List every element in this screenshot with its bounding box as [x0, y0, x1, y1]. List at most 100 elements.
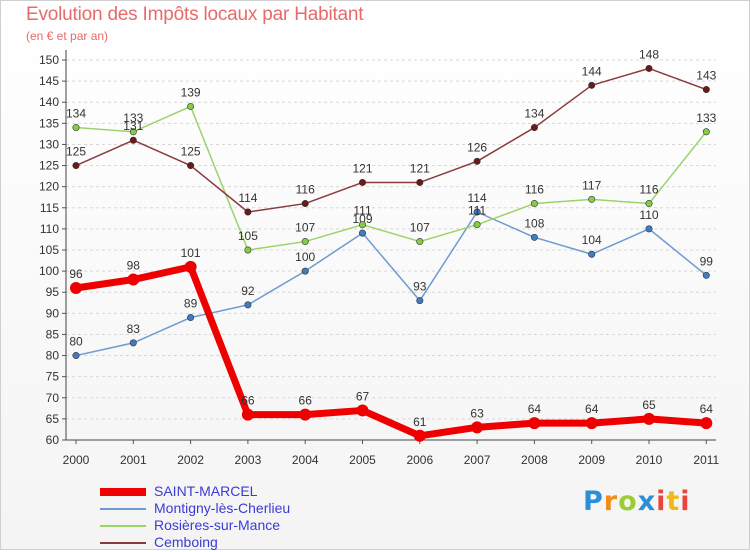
data-point — [702, 128, 710, 136]
y-tick-label: 100 — [39, 264, 59, 278]
x-tick-label: 2008 — [521, 453, 548, 467]
data-label: 111 — [353, 204, 372, 218]
data-label: 134 — [66, 107, 86, 121]
data-point — [528, 417, 541, 430]
chart-title: Evolution des Impôts locaux par Habitant — [26, 4, 364, 25]
y-tick-label: 105 — [39, 243, 59, 257]
data-point — [358, 178, 366, 186]
data-label: 133 — [696, 111, 716, 125]
x-tick-label: 2009 — [578, 453, 605, 467]
data-point — [643, 412, 655, 425]
data-point — [473, 157, 481, 165]
data-point — [530, 200, 538, 208]
data-point — [645, 200, 653, 208]
data-label: 80 — [69, 335, 83, 349]
data-label: 125 — [66, 145, 86, 159]
data-point — [241, 408, 254, 421]
data-label: 99 — [700, 254, 714, 268]
data-point — [129, 339, 137, 347]
data-label: 110 — [639, 208, 658, 222]
data-point — [588, 250, 596, 258]
data-label: 117 — [582, 178, 601, 192]
logo-letter: i — [680, 486, 691, 517]
data-point — [187, 314, 195, 322]
data-point — [72, 124, 80, 132]
x-tick-label: 2004 — [292, 453, 319, 467]
data-point — [471, 421, 484, 434]
data-label: 139 — [181, 85, 201, 99]
y-tick-label: 120 — [39, 180, 59, 194]
y-tick-label: 95 — [46, 285, 60, 299]
data-point — [244, 208, 252, 216]
data-label: 116 — [525, 183, 544, 197]
data-label: 125 — [181, 145, 201, 159]
data-point — [301, 267, 309, 275]
legend-swatch — [100, 488, 146, 496]
data-label: 111 — [468, 204, 487, 218]
data-label: 144 — [582, 64, 602, 78]
data-point — [301, 200, 309, 208]
data-point — [473, 221, 481, 229]
data-label: 66 — [299, 394, 313, 408]
chart-subtitle: (en € et par an) — [26, 29, 109, 43]
legend-label: Cemboing — [154, 534, 218, 550]
data-point — [187, 162, 195, 170]
legend-label: SAINT-MARCEL — [154, 483, 258, 499]
x-tick-label: 2010 — [636, 453, 663, 467]
legend-swatch — [100, 542, 146, 544]
legend-entry: Rosières-sur-Mance — [100, 518, 340, 535]
data-point — [588, 81, 596, 89]
data-label: 114 — [468, 191, 487, 205]
legend-entry: Montigny-lès-Cherlieu — [100, 501, 340, 518]
data-label: 63 — [470, 406, 484, 420]
logo-letter: x — [637, 486, 657, 517]
data-point — [358, 221, 366, 229]
x-tick-label: 2006 — [406, 453, 433, 467]
data-point — [129, 128, 137, 136]
logo-letter: o — [618, 486, 638, 517]
y-tick-label: 145 — [39, 74, 59, 88]
data-label: 109 — [352, 212, 372, 226]
data-label: 92 — [241, 284, 255, 298]
y-tick-label: 60 — [46, 433, 60, 447]
data-label: 133 — [123, 111, 143, 125]
y-tick-label: 75 — [46, 370, 60, 384]
legend-label: Rosières-sur-Mance — [154, 517, 281, 533]
data-point — [129, 136, 137, 144]
data-label: 143 — [696, 69, 716, 83]
y-tick-label: 125 — [39, 159, 59, 173]
data-point — [416, 238, 424, 246]
data-point — [184, 260, 197, 273]
data-label: 93 — [413, 280, 427, 294]
data-point — [645, 225, 653, 233]
logo-letter: P — [583, 486, 604, 517]
legend-swatch — [100, 525, 146, 527]
legend-entry: SAINT-MARCEL — [100, 484, 340, 501]
legend-label: Montigny-lès-Cherlieu — [154, 500, 291, 516]
data-point — [70, 282, 82, 294]
y-tick-label: 115 — [40, 201, 59, 215]
data-point — [473, 208, 481, 216]
data-label: 126 — [467, 140, 487, 154]
logo-letter: i — [656, 486, 667, 517]
data-label: 131 — [123, 119, 143, 133]
data-point — [702, 86, 710, 94]
data-label: 64 — [700, 402, 714, 416]
data-point — [244, 301, 252, 309]
data-point — [588, 195, 596, 203]
y-tick-label: 70 — [46, 391, 60, 405]
series-line — [72, 263, 710, 440]
data-label: 105 — [238, 229, 258, 243]
data-label: 67 — [356, 389, 370, 403]
data-point — [530, 233, 538, 241]
data-label: 121 — [410, 161, 430, 175]
y-tick-label: 130 — [39, 137, 59, 151]
data-point — [356, 404, 369, 417]
data-label: 65 — [642, 398, 656, 412]
x-tick-label: 2003 — [235, 453, 262, 467]
chart-legend: SAINT-MARCEL Montigny-lès-Cherlieu Rosière… — [100, 484, 340, 552]
x-tick-label: 2002 — [177, 453, 204, 467]
data-point — [127, 273, 140, 286]
